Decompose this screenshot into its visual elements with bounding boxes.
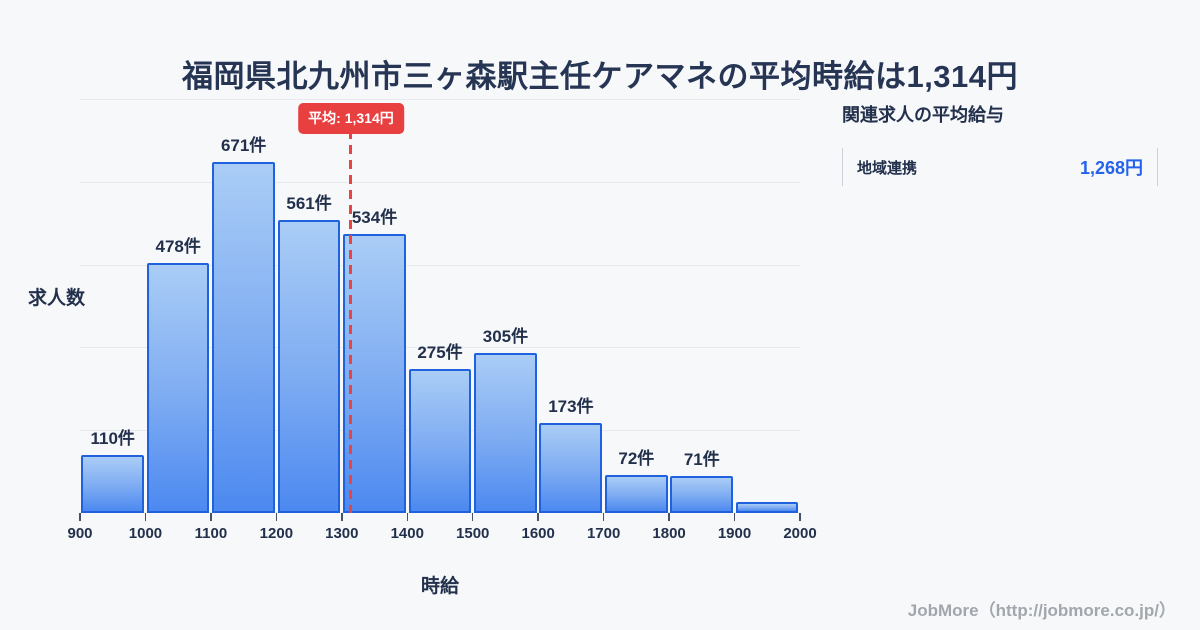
histogram-plot-area: 求人数 110件 478件 671件 561件 534件 275件 305件 173件 72件 7… (28, 99, 817, 542)
gridline (80, 347, 800, 349)
x-axis-tick-label: 1500 (456, 525, 490, 542)
average-line (349, 130, 353, 513)
x-axis-tick (210, 513, 212, 521)
gridline (80, 181, 800, 183)
histogram-bar (81, 455, 144, 513)
x-axis-tick-label: 1400 (390, 525, 424, 542)
page-title: 福岡県北九州市三ヶ森駅主任ケアマネの平均時給は1,314円 (181, 58, 1019, 94)
histogram-bar (670, 475, 734, 513)
x-axis-tick-label: 1900 (717, 525, 752, 542)
bar-value-label: 671件 (220, 136, 267, 155)
x-axis-tick (471, 513, 474, 521)
x-axis-tick (406, 513, 409, 521)
bar-value-label: 71件 (683, 449, 720, 469)
gridline (80, 99, 800, 100)
x-axis-tick-label: 1700 (586, 525, 621, 542)
x-axis-tick (144, 513, 147, 521)
x-axis-tick (275, 513, 278, 521)
x-axis-tick (668, 513, 670, 521)
salary-row-value: 1,268円 (1079, 158, 1143, 178)
bar-value-label: 561件 (286, 193, 332, 213)
x-axis-tick-label: 1200 (259, 525, 294, 542)
histogram-bar (212, 162, 275, 513)
bar-value-label: 534件 (351, 207, 398, 227)
x-axis-tick (537, 513, 539, 521)
histogram-bar (539, 422, 603, 513)
bar-value-label: 305件 (482, 327, 529, 347)
y-axis-title: 求人数 (28, 288, 86, 309)
x-axis-tick-label: 900 (67, 525, 93, 542)
average-badge: 平均: 1,314円 (298, 103, 404, 134)
gridline (80, 264, 800, 266)
histogram-bar (146, 262, 210, 513)
histogram-bar (408, 369, 472, 513)
x-axis-tick (341, 513, 343, 521)
bar-value-label: 478件 (155, 236, 201, 256)
histogram-bar (735, 501, 799, 513)
x-axis-tick-label: 1300 (325, 525, 359, 542)
salary-row: 地域連携 1,268円 (842, 148, 1158, 186)
x-axis-tick (799, 513, 801, 521)
x-axis-tick-label: 1100 (194, 525, 228, 542)
x-axis-tick-label: 1000 (128, 525, 163, 542)
related-salary-panel: 関連求人の平均給与 地域連携 1,268円 (842, 101, 1158, 186)
histogram-bar (604, 475, 668, 513)
x-axis-tick (733, 513, 736, 521)
x-axis-tick (79, 513, 81, 521)
x-axis-tick (602, 513, 605, 521)
histogram-bar (343, 233, 406, 513)
site-credit: JobMore（http://jobmore.co.jp/） (907, 601, 1176, 620)
bar-value-label: 275件 (417, 343, 463, 363)
bar-value-label: 173件 (548, 396, 594, 416)
bar-value-label: 72件 (618, 449, 655, 469)
panel-title: 関連求人の平均給与 (842, 105, 1004, 125)
bar-value-label: 110件 (90, 429, 135, 449)
histogram-bar (277, 219, 341, 513)
salary-row-label: 地域連携 (857, 159, 918, 177)
histogram-bar (473, 353, 537, 513)
x-axis-title: 時給 (420, 576, 459, 597)
x-axis-tick-label: 1600 (521, 525, 555, 542)
x-axis-tick-label: 2000 (783, 525, 817, 542)
x-axis-tick-label: 1800 (652, 525, 686, 542)
